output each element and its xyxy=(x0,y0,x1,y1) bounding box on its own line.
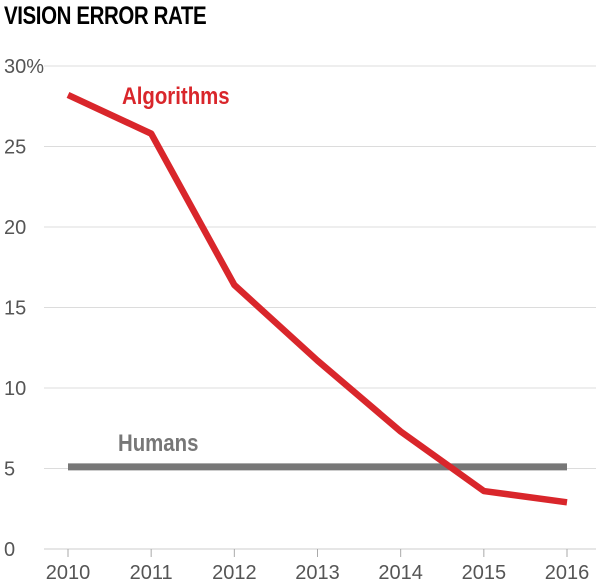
series-lines xyxy=(66,92,568,506)
x-tick-label: 2014 xyxy=(378,562,423,580)
x-tick-label: 2016 xyxy=(545,562,590,580)
y-tick-label: 0 xyxy=(4,539,15,561)
y-tick-label: 25 xyxy=(4,137,26,159)
x-tick-label: 2015 xyxy=(462,562,507,580)
y-tick-label: 10 xyxy=(4,378,26,400)
x-tick-label: 2013 xyxy=(295,562,340,580)
y-tick-label: 20 xyxy=(4,217,26,239)
x-tick-label: 2010 xyxy=(46,562,91,580)
y-tick-label: 15 xyxy=(4,298,26,320)
chart-title: VISION ERROR RATE xyxy=(4,2,207,30)
x-tick-label: 2012 xyxy=(212,562,257,580)
y-tick-label: 5 xyxy=(4,459,15,481)
gridlines xyxy=(44,65,596,469)
series-labels: Algorithms Humans xyxy=(118,82,230,456)
x-tick-label: 2011 xyxy=(130,562,173,580)
humans-label: Humans xyxy=(118,429,198,456)
axes: 0 5 10 15 20 25 30% 2010 2011 2012 2013 2014 2015 201… xyxy=(4,56,596,580)
algorithms-label: Algorithms xyxy=(122,82,230,109)
y-tick-label: 30% xyxy=(4,56,44,78)
